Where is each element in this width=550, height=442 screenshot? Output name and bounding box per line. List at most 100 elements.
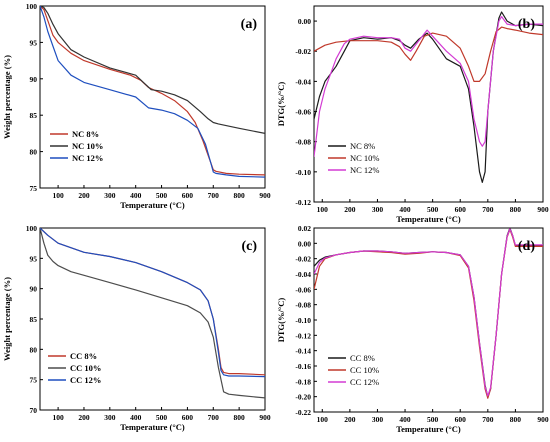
x-axis-label: Temperature (°C) bbox=[396, 424, 461, 434]
y-tick-label: 85 bbox=[30, 111, 38, 120]
x-tick-label: 500 bbox=[427, 415, 439, 424]
y-tick-label: 80 bbox=[30, 345, 38, 354]
legend-entry: CC 8% bbox=[350, 353, 375, 363]
y-tick-label: 0.00 bbox=[298, 17, 311, 26]
x-tick-label: 800 bbox=[234, 191, 246, 200]
legend-entry: CC 10% bbox=[350, 365, 379, 375]
y-tick-label: -0.10 bbox=[295, 316, 311, 325]
y-tick-label: -0.20 bbox=[295, 393, 311, 402]
y-tick-label: -0.12 bbox=[295, 331, 311, 340]
legend-entry: NC 10% bbox=[350, 153, 380, 163]
y-tick-label: 75 bbox=[30, 184, 38, 193]
x-tick-label: 600 bbox=[182, 191, 194, 200]
plot-frame bbox=[39, 5, 266, 189]
y-tick-label: -0.02 bbox=[295, 255, 311, 264]
y-axis-label: Weight percentage (%) bbox=[2, 55, 12, 139]
y-axis-label: Weight percentage (%) bbox=[2, 277, 12, 361]
legend-entry: CC 12% bbox=[350, 377, 379, 387]
x-tick-label: 600 bbox=[455, 415, 467, 424]
chart-panel-c: 100 200 300 400 500 600 700 800 900 70 75 80 85 90 95 1… bbox=[2, 224, 271, 432]
y-tick-label: 0.00 bbox=[298, 239, 311, 248]
x-tick-label: 500 bbox=[427, 205, 439, 214]
x-tick-label: 300 bbox=[104, 413, 116, 422]
x-axis-label: Temperature (°C) bbox=[396, 214, 461, 224]
x-tick-label: 700 bbox=[482, 415, 494, 424]
x-tick-label: 100 bbox=[52, 191, 64, 200]
legend-entry: NC 8% bbox=[72, 129, 99, 139]
series-line-cc-10- bbox=[40, 228, 265, 399]
x-tick-label: 200 bbox=[344, 415, 356, 424]
series-line-nc-10- bbox=[40, 6, 265, 134]
y-tick-label: -0.18 bbox=[295, 377, 311, 386]
x-tick-label: 900 bbox=[537, 415, 549, 424]
panel-label: (b) bbox=[518, 17, 535, 32]
x-tick-label: 300 bbox=[104, 191, 116, 200]
legend-entry: NC 12% bbox=[72, 153, 103, 163]
x-axis-label: Temperature (°C) bbox=[120, 200, 185, 210]
y-tick-label: -0.22 bbox=[295, 408, 311, 417]
x-tick-label: 300 bbox=[372, 205, 384, 214]
x-tick-label: 400 bbox=[130, 191, 142, 200]
legend-entry: NC 8% bbox=[350, 141, 375, 151]
legend-entry: CC 12% bbox=[70, 375, 101, 385]
y-tick-label: 0.02 bbox=[298, 224, 311, 233]
series-line-nc-12- bbox=[40, 6, 265, 178]
panel-label: (a) bbox=[241, 17, 258, 32]
y-tick-label: 90 bbox=[30, 75, 38, 84]
y-tick-label: -0.08 bbox=[295, 301, 311, 310]
x-tick-label: 700 bbox=[208, 413, 220, 422]
y-tick-label: 75 bbox=[30, 376, 38, 385]
y-tick-label: 85 bbox=[30, 315, 38, 324]
series-line-nc-10- bbox=[314, 26, 543, 82]
y-tick-label: -0.10 bbox=[295, 168, 311, 177]
series-line-cc-12- bbox=[314, 228, 543, 397]
y-tick-label: -0.02 bbox=[295, 47, 311, 56]
x-tick-label: 200 bbox=[344, 205, 356, 214]
series-line-cc-12- bbox=[40, 228, 265, 378]
x-tick-label: 200 bbox=[78, 413, 90, 422]
y-tick-label: -0.04 bbox=[295, 77, 311, 86]
chart-panel-b: 100 200 300 400 500 600 700 800 900 0.00 -0.02 -0.0… bbox=[276, 5, 549, 224]
x-axis-label: Temperature (°C) bbox=[120, 422, 185, 432]
panel-label: (c) bbox=[241, 239, 257, 254]
y-tick-label: -0.04 bbox=[295, 270, 311, 279]
x-tick-label: 700 bbox=[482, 205, 494, 214]
x-tick-label: 900 bbox=[259, 191, 271, 200]
y-tick-label: -0.06 bbox=[295, 108, 311, 117]
y-tick-label: -0.16 bbox=[295, 362, 311, 371]
x-tick-label: 900 bbox=[259, 413, 271, 422]
x-tick-label: 100 bbox=[317, 415, 329, 424]
y-tick-label: -0.14 bbox=[295, 347, 311, 356]
legend-entry: NC 10% bbox=[72, 141, 103, 151]
panel-label: (d) bbox=[518, 239, 535, 254]
y-axis-label: DTG(%/°C) bbox=[276, 82, 286, 127]
plot-frame bbox=[313, 227, 544, 413]
chart-panel-a: 100 200 300 400 500 600 700 800 900 75 80 85 90 95 100… bbox=[2, 2, 271, 210]
y-tick-label: -0.06 bbox=[295, 285, 311, 294]
y-tick-label: 80 bbox=[30, 148, 38, 157]
x-tick-label: 500 bbox=[156, 413, 168, 422]
legend-entry: CC 10% bbox=[70, 363, 101, 373]
series-line-nc-12- bbox=[314, 16, 543, 157]
plot-frame bbox=[313, 5, 544, 203]
y-tick-label: 95 bbox=[30, 38, 38, 47]
y-tick-label: -0.08 bbox=[295, 138, 311, 147]
y-tick-label: 95 bbox=[30, 254, 38, 263]
x-tick-label: 100 bbox=[52, 413, 64, 422]
y-tick-label: 90 bbox=[30, 285, 38, 294]
x-tick-label: 100 bbox=[317, 205, 329, 214]
x-tick-label: 400 bbox=[399, 205, 411, 214]
x-tick-label: 700 bbox=[208, 191, 220, 200]
x-tick-label: 300 bbox=[372, 415, 384, 424]
x-tick-label: 800 bbox=[234, 413, 246, 422]
x-tick-label: 800 bbox=[510, 415, 522, 424]
y-tick-label: 70 bbox=[30, 406, 38, 415]
chart-panel-d: 100 200 300 400 500 600 700 800 900 0.02 0.00 -0.02… bbox=[276, 224, 549, 434]
series-line-cc-10- bbox=[314, 228, 543, 399]
y-tick-label: 100 bbox=[26, 2, 38, 11]
y-axis-label: DTG(%/°C) bbox=[276, 298, 286, 343]
legend-entry: CC 8% bbox=[70, 351, 97, 361]
x-tick-label: 900 bbox=[537, 205, 549, 214]
x-tick-label: 600 bbox=[182, 413, 194, 422]
